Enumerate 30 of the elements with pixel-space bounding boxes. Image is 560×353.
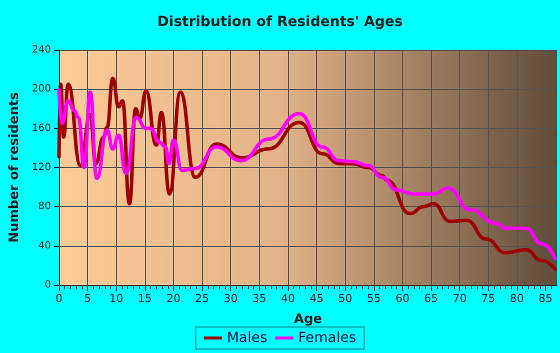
x-tick-label: 5 bbox=[84, 292, 92, 305]
x-axis-title: Age bbox=[294, 312, 322, 327]
x-tick-label: 60 bbox=[395, 292, 410, 305]
x-tick-label: 10 bbox=[109, 292, 124, 305]
chart-title: Distribution of Residents' Ages bbox=[157, 14, 403, 30]
y-tick-label: 80 bbox=[38, 201, 51, 212]
x-tick-label: 20 bbox=[166, 292, 180, 305]
x-tick-label: 85 bbox=[538, 292, 553, 305]
x-tick-label: 40 bbox=[280, 292, 295, 305]
x-tick-label: 55 bbox=[366, 292, 381, 305]
y-tick-label: 40 bbox=[38, 240, 51, 252]
y-axis-title: Number of residents bbox=[7, 92, 22, 243]
x-tick-label: 0 bbox=[56, 292, 62, 305]
x-tick-label: 65 bbox=[424, 292, 438, 305]
x-tick-label: 25 bbox=[195, 292, 210, 305]
x-tick-label: 75 bbox=[481, 292, 496, 305]
x-tick-label: 50 bbox=[338, 292, 352, 305]
legend-label: Females bbox=[298, 330, 356, 346]
x-tick-label: 80 bbox=[510, 292, 524, 305]
y-tick-label: 120 bbox=[32, 162, 51, 173]
x-tick-label: 35 bbox=[252, 292, 266, 305]
legend-label: Males bbox=[226, 330, 268, 346]
x-tick-label: 45 bbox=[310, 292, 324, 305]
y-tick-label: 240 bbox=[32, 44, 51, 56]
y-tick-label: 200 bbox=[32, 84, 51, 95]
x-tick-label: 70 bbox=[452, 292, 467, 305]
x-tick-label: 15 bbox=[138, 292, 152, 305]
y-tick-label: 160 bbox=[32, 122, 51, 134]
x-tick-label: 30 bbox=[224, 292, 238, 305]
y-tick-label: 0 bbox=[44, 280, 51, 290]
